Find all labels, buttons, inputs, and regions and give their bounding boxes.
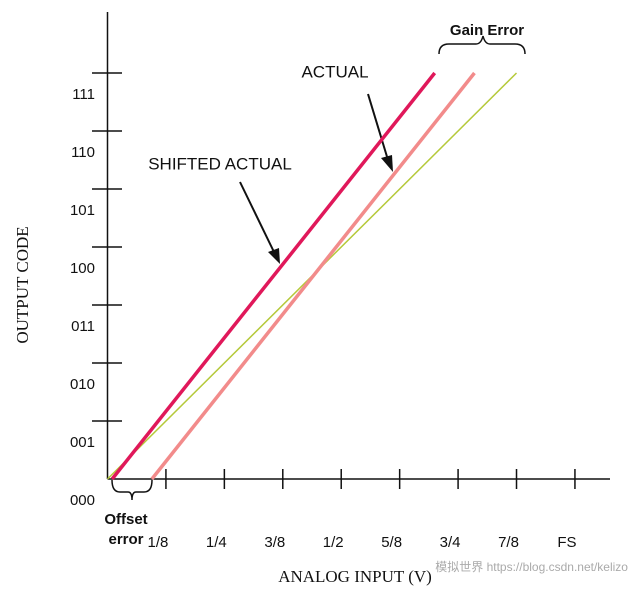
x-tick-label: 1/4 <box>206 534 227 551</box>
x-tick-label: 1/2 <box>323 534 344 551</box>
y-tick-label: 110 <box>71 144 95 161</box>
arrow <box>367 93 389 161</box>
y-tick-label: 100 <box>70 260 95 277</box>
arrow <box>239 181 275 253</box>
x-tick-label: 5/8 <box>381 534 402 551</box>
y-tick-label: 000 <box>70 492 95 509</box>
x-tick-label: 3/8 <box>264 534 285 551</box>
gain-error-label: Gain Error <box>450 22 524 39</box>
x-tick-label: 7/8 <box>498 534 519 551</box>
series-line <box>110 71 437 481</box>
offset-error-label: Offset error <box>104 511 148 548</box>
y-tick-label: 010 <box>70 376 95 393</box>
y-tick-label: 011 <box>71 318 95 335</box>
arrowhead <box>381 155 393 172</box>
y-tick-label: 111 <box>72 86 95 103</box>
y-tick-label: 001 <box>70 434 95 451</box>
series-label: ACTUAL <box>301 62 368 81</box>
gain-bracket <box>438 35 526 55</box>
x-tick-label: 3/4 <box>440 534 461 551</box>
offset-bracket <box>111 479 153 501</box>
y-tick-label: 101 <box>70 202 95 219</box>
series-line <box>150 71 476 481</box>
series-label: SHIFTED ACTUAL <box>148 154 292 173</box>
x-tick-label: 1/8 <box>148 534 169 551</box>
x-tick-label: FS <box>557 534 576 551</box>
y-axis-label: OUTPUT CODE <box>13 226 32 343</box>
arrowhead <box>268 248 280 264</box>
watermark: 模拟世界 https://blog.csdn.net/kelizo <box>435 560 628 574</box>
x-axis-label: ANALOG INPUT (V) <box>278 567 432 586</box>
